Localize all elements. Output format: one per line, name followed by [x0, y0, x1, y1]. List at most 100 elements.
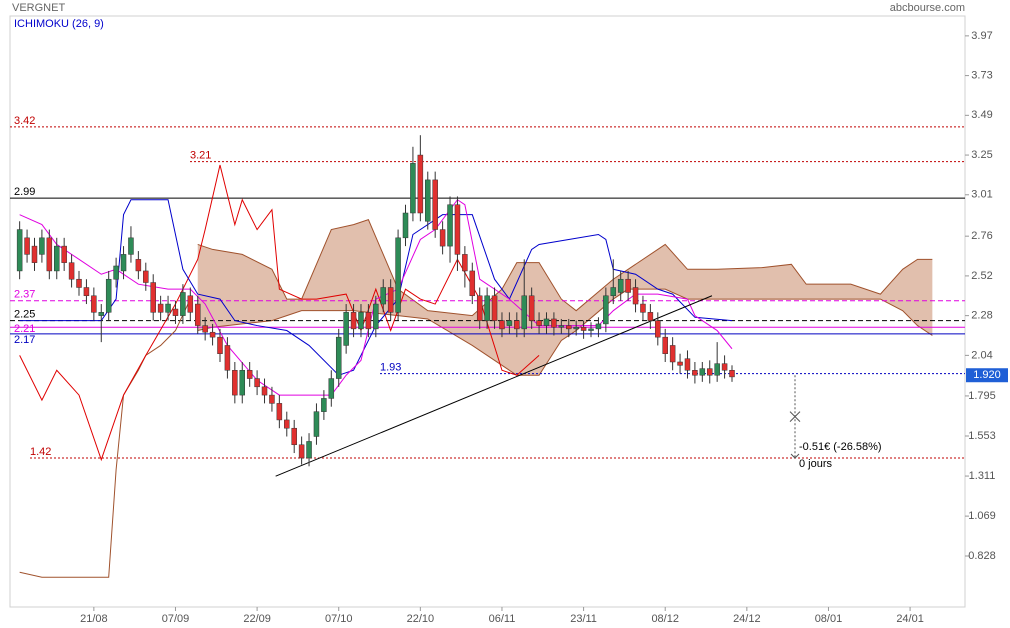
candle-body: [165, 303, 171, 313]
candle-body: [632, 287, 639, 305]
candle-body: [172, 308, 179, 316]
candle-body: [335, 336, 342, 379]
candle-body: [180, 292, 186, 316]
candle-body: [328, 378, 335, 399]
candle-body: [343, 312, 349, 346]
candle-body: [543, 318, 550, 326]
y-tick-label: 1.795: [968, 390, 996, 402]
x-tick-label: 24/01: [896, 613, 924, 625]
measure-end: [790, 453, 800, 459]
indicator-line: [19, 164, 540, 462]
candle-body: [98, 312, 105, 316]
candle-body: [647, 312, 654, 321]
candle-body: [506, 320, 513, 326]
candle-body: [224, 345, 231, 371]
candle-body: [610, 287, 617, 297]
candle-body: [298, 444, 305, 459]
candle-body: [410, 163, 416, 214]
source: abcbourse.com: [890, 2, 965, 14]
candle-body: [640, 303, 646, 313]
candle-body: [76, 278, 82, 288]
candle-body: [699, 368, 706, 376]
candle-body: [269, 394, 275, 404]
x-tick-label: 07/10: [325, 613, 353, 625]
indicator-line: [275, 295, 713, 477]
candle-body: [39, 237, 45, 255]
candle-body: [157, 303, 164, 313]
candle-body: [365, 312, 372, 330]
candle-body: [306, 441, 312, 459]
candle-body: [432, 179, 438, 230]
y-tick-label: 3.01: [971, 189, 992, 201]
candle-body: [521, 295, 527, 330]
candle-body: [350, 312, 357, 330]
candle-body: [476, 295, 483, 321]
candle-body: [83, 287, 90, 297]
x-tick-label: 24/12: [733, 613, 761, 625]
cloud: [197, 219, 933, 376]
candle-body: [469, 270, 476, 297]
level-label: 2.99: [14, 186, 35, 198]
candle-body: [143, 270, 149, 283]
y-tick-label: 1.553: [968, 430, 996, 442]
candle-body: [120, 254, 127, 272]
level-label: 1.42: [30, 446, 51, 458]
y-tick-label: 3.49: [971, 109, 992, 121]
x-tick-label: 22/09: [243, 613, 271, 625]
indicator-label: ICHIMOKU (26, 9): [14, 18, 104, 30]
candle-body: [246, 370, 253, 379]
level-label: 2.17: [14, 334, 35, 346]
candle-body: [128, 237, 134, 255]
candle-body: [499, 320, 505, 330]
candle-body: [380, 287, 386, 305]
level-label: 3.21: [190, 150, 211, 162]
candle-body: [425, 179, 431, 222]
candle-body: [113, 265, 119, 280]
candle-body: [135, 259, 142, 272]
candle-body: [187, 295, 194, 313]
candle-body: [313, 411, 320, 437]
y-tick-label: 1.069: [968, 510, 996, 522]
candle-body: [536, 320, 542, 326]
y-tick-label: 2.04: [971, 349, 992, 361]
candle-body: [655, 320, 661, 338]
y-tick-label: 3.25: [971, 149, 992, 161]
measure-cross: [789, 411, 801, 422]
candle-body: [617, 278, 624, 293]
candle-body: [677, 361, 683, 366]
x-tick-label: 07/09: [162, 613, 190, 625]
candle-body: [239, 370, 246, 396]
x-tick-label: 22/10: [407, 613, 435, 625]
candle-body: [284, 419, 290, 429]
candle-body: [91, 295, 97, 313]
candle-body: [603, 295, 609, 325]
candle-body: [588, 328, 594, 331]
level-label: 3.42: [14, 115, 35, 127]
x-tick-label: 21/08: [80, 613, 108, 625]
y-tick-label: 2.76: [971, 230, 992, 242]
level-label: 2.25: [14, 309, 35, 321]
cloud-edge: [197, 288, 933, 376]
candle-body: [202, 325, 208, 333]
level-label: 2.21: [14, 323, 35, 335]
annotation: -0.51€ (-26.58%): [799, 441, 882, 453]
candle-body: [580, 326, 587, 331]
candle-body: [53, 245, 60, 272]
candle-body: [31, 245, 38, 263]
level-label: 2.37: [14, 289, 35, 301]
chart-title: VERGNET: [12, 2, 65, 14]
y-tick-label: 1.311: [969, 470, 996, 482]
y-tick-label: 3.97: [971, 30, 992, 42]
candle-body: [714, 363, 720, 376]
candle-body: [61, 245, 67, 263]
candle-body: [395, 237, 401, 313]
candle-body: [595, 323, 602, 330]
candle-body: [573, 326, 579, 330]
last-price-label: 1.920: [973, 369, 1001, 381]
candle-body: [706, 368, 713, 376]
candle-body: [209, 331, 216, 338]
candle-body: [484, 295, 490, 321]
candle-body: [551, 318, 557, 328]
candle-body: [217, 336, 223, 354]
